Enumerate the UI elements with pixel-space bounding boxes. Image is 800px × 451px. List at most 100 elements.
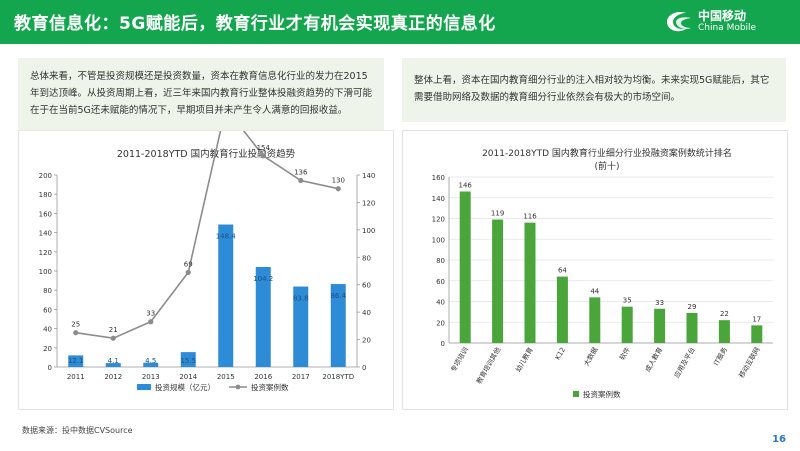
investment-count-point <box>335 186 341 192</box>
segment-case-bar <box>524 222 536 343</box>
logo-text-cn: 中国移动 <box>698 9 747 23</box>
segment-case-bar <box>718 320 730 343</box>
slide-title: 教育信息化：5G赋能后，教育行业才有机会实现真正的信息化 <box>14 14 496 34</box>
legend-label-investment-count: 投资案例数 <box>251 382 289 392</box>
y-left-tick-label: 40 <box>43 326 52 334</box>
investment-count-value-label: 21 <box>109 326 118 334</box>
chart-subtitle: (前十) <box>594 160 619 172</box>
summary-text-right: 整体上看，资本在国内教育细分行业的注入相对较为均衡。未来实现5G赋能后，其它需要… <box>414 75 770 103</box>
investment-count-point <box>185 269 191 275</box>
segment-case-bar <box>492 219 504 343</box>
legend-marker-investment-count <box>235 384 241 390</box>
x-tick-label: 大数据 <box>582 345 600 367</box>
segment-case-bar <box>459 191 471 343</box>
legend-swatch-segment-cases <box>573 391 579 397</box>
legend-label-segment-cases: 投资案例数 <box>583 389 621 399</box>
y-left-tick-label: 140 <box>39 230 52 238</box>
y-right-tick-label: 100 <box>362 227 375 235</box>
investment-count-point <box>110 335 116 341</box>
x-tick-label: 教育培训其他 <box>474 345 502 385</box>
segment-case-value-label: 119 <box>491 210 504 218</box>
y-right-tick-label: 80 <box>362 254 371 262</box>
investment-count-value-label: 25 <box>71 321 80 329</box>
y-right-tick-label: 0 <box>362 364 366 372</box>
segment-case-bar <box>621 306 633 343</box>
y-tick-label: 100 <box>432 236 445 244</box>
x-tick-label: 移动互联网 <box>737 345 762 379</box>
y-left-tick-label: 60 <box>43 306 52 314</box>
slide-header: 教育信息化：5G赋能后，教育行业才有机会实现真正的信息化 中国移动 China … <box>0 0 800 44</box>
x-tick-label: 2015 <box>217 373 235 381</box>
segment-case-bar <box>556 276 568 343</box>
investment-count-value-label: 33 <box>146 310 155 318</box>
china-mobile-logo-icon <box>667 12 691 32</box>
y-right-tick-label: 20 <box>362 337 371 345</box>
y-left-tick-label: 120 <box>39 249 52 257</box>
segment-case-value-label: 116 <box>523 213 537 221</box>
y-tick-label: 80 <box>436 257 445 265</box>
logo-text-en: China Mobile <box>698 23 757 33</box>
summary-text-left: 总体来看，不管是投资规模还是投资数量，资本在教育信息化行业的发力在2015年到达… <box>30 71 373 116</box>
y-left-tick-label: 160 <box>39 210 52 218</box>
y-right-tick-label: 120 <box>362 199 375 207</box>
segment-case-bar <box>589 297 601 343</box>
y-tick-label: 60 <box>436 278 445 286</box>
legend-swatch-investment-scale <box>137 384 151 390</box>
segment-case-bar <box>751 325 763 343</box>
x-tick-label: 成人教育 <box>643 345 664 373</box>
y-tick-label: 160 <box>432 174 445 182</box>
investment-scale-value-label: 148.4 <box>216 233 237 241</box>
y-left-tick-label: 20 <box>43 345 52 353</box>
investment-scale-bar <box>143 362 159 367</box>
investment-scale-value-label: 4.1 <box>108 357 119 365</box>
x-tick-label: 幼儿教育 <box>513 345 534 373</box>
segment-case-value-label: 64 <box>558 267 567 275</box>
x-tick-label: 专项培训 <box>449 345 470 373</box>
china-mobile-logo: 中国移动 China Mobile <box>664 6 774 38</box>
x-tick-label: 应用及平台 <box>672 345 697 379</box>
y-left-tick-label: 0 <box>48 364 52 372</box>
investment-count-point <box>260 153 266 159</box>
investment-scale-bar <box>218 224 234 367</box>
investment-trend-chart-box: 2011-2018YTD 国内教育行业投融资趋势 0 20 40 60 80 100 120 1… <box>18 96 394 410</box>
legend-label-investment-scale: 投资规模（亿元） <box>155 382 215 392</box>
segment-ranking-chart: 2011-2018YTD 国内教育行业细分行业投融资案例数统计排名(前十) 0 20… <box>432 147 773 399</box>
y-tick-label: 40 <box>436 299 445 307</box>
investment-scale-bar <box>293 286 309 367</box>
y-right-tick-label: 140 <box>362 172 375 180</box>
chart-title: 2011-2018YTD 国内教育行业细分行业投融资案例数统计排名 <box>482 147 732 159</box>
summary-panel-right: 整体上看，资本在国内教育细分行业的注入相对较为均衡。未来实现5G赋能后，其它需要… <box>402 58 786 122</box>
segment-case-value-label: 146 <box>459 182 473 190</box>
segment-case-value-label: 33 <box>655 299 664 307</box>
data-source: 数据来源：投中数据CVSource <box>22 426 133 435</box>
segment-case-value-label: 22 <box>720 310 729 318</box>
investment-scale-bar <box>68 355 84 367</box>
y-tick-label: 120 <box>432 216 445 224</box>
segment-case-value-label: 17 <box>752 315 761 323</box>
x-tick-label: K12 <box>554 346 567 361</box>
investment-scale-value-label: 86.4 <box>330 292 346 300</box>
segment-case-value-label: 35 <box>623 297 632 305</box>
segment-case-value-label: 44 <box>590 287 599 295</box>
investment-count-value-label: 154 <box>257 144 271 152</box>
y-left-tick-label: 80 <box>43 287 52 295</box>
investment-count-point <box>298 177 304 184</box>
investment-scale-value-label: 83.8 <box>293 295 309 303</box>
investment-count-value-label: 136 <box>294 168 308 176</box>
segment-case-bar <box>654 308 666 343</box>
investment-count-value-label: 130 <box>332 177 345 185</box>
investment-scale-bar <box>255 266 271 367</box>
investment-trend-chart: 2011-2018YTD 国内教育行业投融资趋势 0 20 40 60 80 100 120 1… <box>39 96 376 392</box>
summary-panel-left: 总体来看，不管是投资规模还是投资数量，资本在教育信息化行业的发力在2015年到达… <box>18 58 384 130</box>
x-tick-label: 2014 <box>179 373 197 381</box>
y-tick-label: 20 <box>436 319 445 327</box>
x-tick-label: 2011 <box>67 373 85 381</box>
investment-scale-value-label: 4.5 <box>145 357 156 365</box>
y-right-tick-label: 40 <box>362 309 371 317</box>
x-tick-label: IT服务 <box>711 345 729 367</box>
x-tick-label: 2012 <box>104 373 122 381</box>
investment-count-point <box>73 330 79 336</box>
investment-count-value-label: 69 <box>184 260 193 268</box>
investment-scale-bar <box>105 363 121 367</box>
y-left-tick-label: 200 <box>39 172 52 180</box>
